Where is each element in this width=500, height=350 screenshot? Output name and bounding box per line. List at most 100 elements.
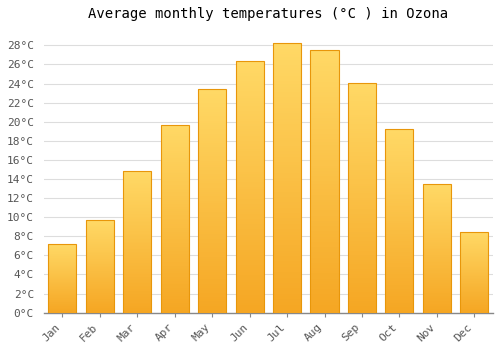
Bar bbox=[236, 146, 264, 149]
Bar bbox=[386, 146, 413, 148]
Bar bbox=[48, 259, 76, 260]
Bar bbox=[273, 237, 301, 240]
Bar bbox=[310, 300, 338, 302]
Bar bbox=[236, 116, 264, 119]
Bar bbox=[160, 151, 189, 153]
Bar bbox=[348, 161, 376, 163]
Bar bbox=[123, 246, 152, 248]
Bar bbox=[123, 297, 152, 299]
Bar bbox=[198, 183, 226, 185]
Bar bbox=[198, 96, 226, 98]
Bar bbox=[236, 222, 264, 224]
Bar bbox=[310, 307, 338, 310]
Bar bbox=[348, 101, 376, 103]
Bar bbox=[160, 226, 189, 228]
Bar bbox=[423, 223, 451, 224]
Bar bbox=[460, 282, 488, 284]
Bar bbox=[310, 263, 338, 265]
Bar bbox=[48, 310, 76, 311]
Bar bbox=[123, 210, 152, 211]
Bar bbox=[123, 233, 152, 235]
Bar bbox=[386, 155, 413, 157]
Bar bbox=[123, 217, 152, 218]
Bar bbox=[386, 236, 413, 238]
Bar bbox=[160, 140, 189, 141]
Bar bbox=[273, 132, 301, 135]
Bar bbox=[48, 244, 76, 245]
Bar bbox=[160, 275, 189, 277]
Bar bbox=[348, 188, 376, 191]
Bar bbox=[423, 305, 451, 306]
Bar bbox=[86, 283, 114, 284]
Bar bbox=[123, 310, 152, 311]
Bar bbox=[310, 58, 338, 61]
Bar bbox=[160, 192, 189, 194]
Bar bbox=[423, 235, 451, 237]
Bar bbox=[273, 103, 301, 105]
Bar bbox=[198, 261, 226, 264]
Bar bbox=[160, 298, 189, 300]
Bar bbox=[348, 152, 376, 154]
Bar bbox=[460, 285, 488, 286]
Bar bbox=[386, 157, 413, 159]
Bar bbox=[198, 243, 226, 246]
Bar bbox=[386, 212, 413, 214]
Bar bbox=[86, 282, 114, 283]
Bar bbox=[386, 201, 413, 203]
Bar bbox=[348, 294, 376, 296]
Bar bbox=[386, 267, 413, 269]
Bar bbox=[310, 160, 338, 163]
Bar bbox=[198, 130, 226, 132]
Bar bbox=[273, 240, 301, 243]
Bar bbox=[310, 97, 338, 100]
Bar bbox=[198, 286, 226, 288]
Bar bbox=[310, 137, 338, 139]
Bar bbox=[236, 234, 264, 237]
Bar bbox=[273, 286, 301, 288]
Bar bbox=[48, 270, 76, 271]
Bar bbox=[160, 296, 189, 298]
Bar bbox=[386, 250, 413, 252]
Bar bbox=[348, 234, 376, 237]
Bar bbox=[386, 247, 413, 248]
Bar bbox=[348, 269, 376, 271]
Bar bbox=[123, 280, 152, 281]
Bar bbox=[48, 268, 76, 269]
Bar bbox=[348, 228, 376, 230]
Bar bbox=[48, 279, 76, 280]
Bar bbox=[86, 271, 114, 272]
Bar bbox=[460, 261, 488, 262]
Bar bbox=[198, 230, 226, 232]
Bar bbox=[123, 226, 152, 228]
Bar bbox=[348, 262, 376, 264]
Bar bbox=[273, 304, 301, 307]
Bar bbox=[460, 235, 488, 236]
Bar bbox=[123, 228, 152, 229]
Bar bbox=[236, 129, 264, 131]
Bar bbox=[198, 252, 226, 254]
Bar bbox=[310, 174, 338, 176]
Bar bbox=[423, 284, 451, 286]
Bar bbox=[160, 237, 189, 239]
Bar bbox=[386, 175, 413, 177]
Bar bbox=[236, 250, 264, 252]
Bar bbox=[460, 238, 488, 239]
Bar bbox=[423, 244, 451, 246]
Bar bbox=[48, 285, 76, 286]
Bar bbox=[160, 282, 189, 285]
Bar bbox=[48, 271, 76, 272]
Bar bbox=[236, 131, 264, 134]
Bar bbox=[160, 138, 189, 140]
Bar bbox=[160, 147, 189, 149]
Bar bbox=[310, 200, 338, 202]
Bar bbox=[123, 208, 152, 210]
Bar bbox=[386, 276, 413, 278]
Bar bbox=[123, 270, 152, 272]
Bar bbox=[123, 198, 152, 200]
Bar bbox=[423, 269, 451, 270]
Bar bbox=[423, 237, 451, 238]
Bar bbox=[123, 219, 152, 221]
Bar bbox=[348, 209, 376, 211]
Bar bbox=[48, 256, 76, 257]
Bar bbox=[386, 133, 413, 135]
